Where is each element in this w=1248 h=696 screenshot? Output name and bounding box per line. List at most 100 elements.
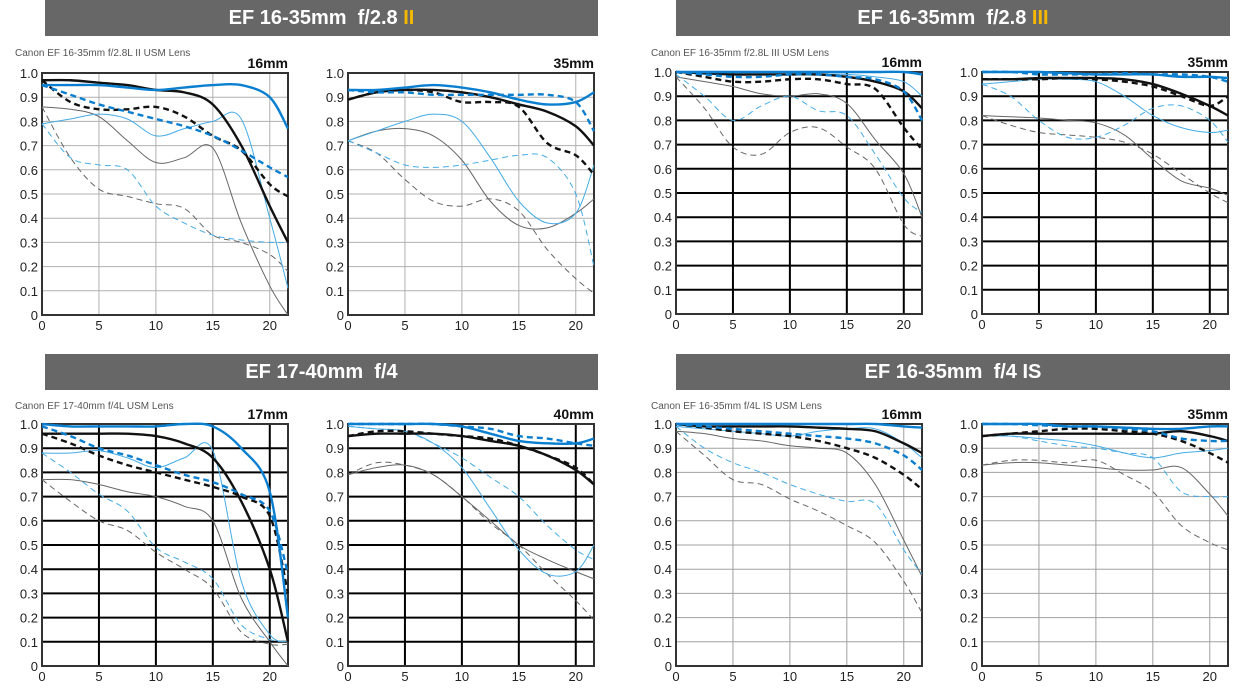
x-tick-label: 10	[455, 669, 469, 684]
y-tick-label: 0.3	[654, 234, 672, 249]
y-tick-label: 1.0	[20, 66, 38, 81]
series-line-30-lp-mm-sagittal-f-open	[981, 115, 1229, 196]
series-line-30-lp-mm-meridional-f-8	[41, 123, 289, 244]
x-tick-label: 5	[729, 669, 736, 684]
x-tick-label: 10	[783, 317, 797, 332]
y-tick-label: 0.2	[654, 611, 672, 626]
y-tick-label: 0.1	[326, 635, 344, 650]
series-line-30-lp-mm-sagittal-f-8	[41, 111, 289, 289]
panel-title-accent: III	[1031, 6, 1049, 29]
y-tick-label: 0.8	[20, 114, 38, 129]
x-tick-label: 15	[512, 669, 526, 684]
series-line-10-lp-mm-sagittal-f-8	[676, 70, 923, 76]
x-tick-label: 20	[263, 318, 277, 333]
series-line-10-lp-mm-sagittal-f-open	[675, 70, 923, 110]
x-tick-label: 20	[1203, 317, 1217, 332]
plot-frame	[347, 72, 595, 316]
mtf-chart-16-35-iii-16mm: 0 0.1 0.2 0.3 0.4 0.5 0.6 0.7 0.8 0.9 1.0 0 5 10 15 20 1…	[654, 54, 924, 332]
mtf-chart-16-35-iii-35mm: 0 0.1 0.2 0.3 0.4 0.5 0.6 0.7 0.8 0.9 1.0 0 5 10 15 20 3…	[960, 54, 1229, 332]
series-line-30-lp-mm-meridional-f-open	[675, 76, 923, 238]
series-line-10-lp-mm-meridional-f-open	[347, 429, 595, 486]
panel-title: EF 16-35mm f/4 IS	[864, 360, 1042, 383]
y-tick-label: 0.9	[654, 441, 672, 456]
y-tick-label: 0.4	[326, 211, 344, 226]
series-line-30-lp-mm-sagittal-f-open	[347, 464, 595, 580]
series-line-30-lp-mm-sagittal-f-8	[981, 78, 1229, 134]
series-line-10-lp-mm-meridional-f-8	[981, 70, 1229, 83]
y-tick-label: 0.9	[326, 441, 344, 456]
y-tick-label: 0.2	[960, 611, 978, 626]
y-tick-label: 0.4	[960, 562, 978, 577]
x-tick-label: 5	[95, 669, 102, 684]
y-tick-label: 0.1	[326, 284, 344, 299]
x-tick-label: 5	[95, 318, 102, 333]
x-tick-label: 0	[672, 669, 679, 684]
y-tick-label: 0.6	[326, 514, 344, 529]
plot-frame	[41, 72, 289, 316]
y-tick-label: 0.4	[654, 562, 672, 577]
y-tick-label: 1.0	[960, 417, 978, 432]
y-tick-label: 0.7	[654, 490, 672, 505]
x-tick-label: 15	[1146, 669, 1160, 684]
y-tick-label: 0.5	[326, 187, 344, 202]
y-tick-label: 0.7	[960, 138, 978, 153]
lens-subtitle: Canon EF 16-35mm f/4L IS USM Lens	[651, 401, 822, 412]
y-tick-label: 0.2	[20, 611, 38, 626]
x-tick-label: 5	[401, 318, 408, 333]
y-tick-label: 0.1	[20, 284, 38, 299]
y-tick-label: 0.9	[326, 90, 344, 105]
y-tick-label: 0	[665, 659, 672, 674]
x-tick-label: 10	[149, 318, 163, 333]
x-tick-label: 15	[206, 318, 220, 333]
y-tick-label: 0.7	[654, 138, 672, 153]
x-tick-label: 5	[1035, 669, 1042, 684]
series-line-10-lp-mm-meridional-f-open	[347, 88, 595, 176]
panel-header-17-40-f4: EF 17-40mm f/4	[45, 354, 598, 390]
y-tick-label: 1.0	[960, 65, 978, 80]
y-tick-label: 0.2	[326, 260, 344, 275]
y-tick-label: 0.5	[20, 187, 38, 202]
y-tick-label: 0	[31, 308, 38, 323]
mtf-chart-16-35-f4-35mm: 0 0.1 0.2 0.3 0.4 0.5 0.6 0.7 0.8 0.9 1.0 0 5 10 15 20 3…	[960, 406, 1229, 684]
y-tick-label: 0.5	[20, 538, 38, 553]
series-line-10-lp-mm-meridional-f-8	[41, 425, 290, 575]
x-tick-label: 20	[263, 669, 277, 684]
y-tick-label: 1.0	[654, 417, 672, 432]
series-line-30-lp-mm-meridional-f-open	[347, 140, 595, 294]
series-line-30-lp-mm-meridional-f-open	[981, 115, 1229, 204]
y-tick-label: 0.3	[326, 586, 344, 601]
y-tick-label: 1.0	[326, 417, 344, 432]
x-tick-label: 10	[1089, 317, 1103, 332]
y-tick-label: 0.2	[20, 260, 38, 275]
y-tick-label: 0.8	[960, 465, 978, 480]
x-tick-label: 5	[401, 669, 408, 684]
x-tick-label: 15	[1146, 317, 1160, 332]
series-line-30-lp-mm-sagittal-f-8	[41, 442, 289, 643]
y-tick-label: 0.6	[654, 514, 672, 529]
y-tick-label: 0.8	[326, 114, 344, 129]
series-line-30-lp-mm-meridional-f-open	[347, 461, 595, 621]
y-tick-label: 0.6	[654, 162, 672, 177]
series-line-30-lp-mm-meridional-f-8	[347, 140, 595, 267]
series-line-10-lp-mm-meridional-f-open	[675, 422, 923, 491]
panel-title: EF 16-35mm f/2.8	[857, 6, 1032, 29]
y-tick-label: 0.3	[20, 235, 38, 250]
plot-frame	[981, 423, 1229, 667]
series-line-10-lp-mm-sagittal-f-open	[347, 88, 595, 147]
panel-header-16-35-f2-8-ii: EF 16-35mm f/2.8 II	[45, 0, 598, 36]
series-line-30-lp-mm-meridional-f-8	[675, 74, 923, 213]
y-tick-label: 0.4	[20, 211, 38, 226]
panel-title: EF 17-40mm f/4	[245, 360, 398, 383]
series-line-30-lp-mm-sagittal-f-open	[41, 478, 289, 667]
series-line-30-lp-mm-sagittal-f-open	[41, 106, 289, 316]
y-tick-label: 0.5	[654, 186, 672, 201]
y-tick-label: 0.3	[654, 586, 672, 601]
y-tick-label: 0.7	[326, 490, 344, 505]
series-line-10-lp-mm-meridional-f-open	[675, 70, 923, 151]
y-tick-label: 0.9	[20, 90, 38, 105]
series-line-30-lp-mm-sagittal-f-open	[675, 430, 923, 577]
x-tick-label: 5	[729, 317, 736, 332]
mtf-chart-16-35-ii-16mm: 0 0.1 0.2 0.3 0.4 0.5 0.6 0.7 0.8 0.9 1.0 0 5 10 15 20 1…	[20, 55, 290, 333]
y-tick-label: 0.5	[960, 186, 978, 201]
x-tick-label: 0	[672, 317, 679, 332]
